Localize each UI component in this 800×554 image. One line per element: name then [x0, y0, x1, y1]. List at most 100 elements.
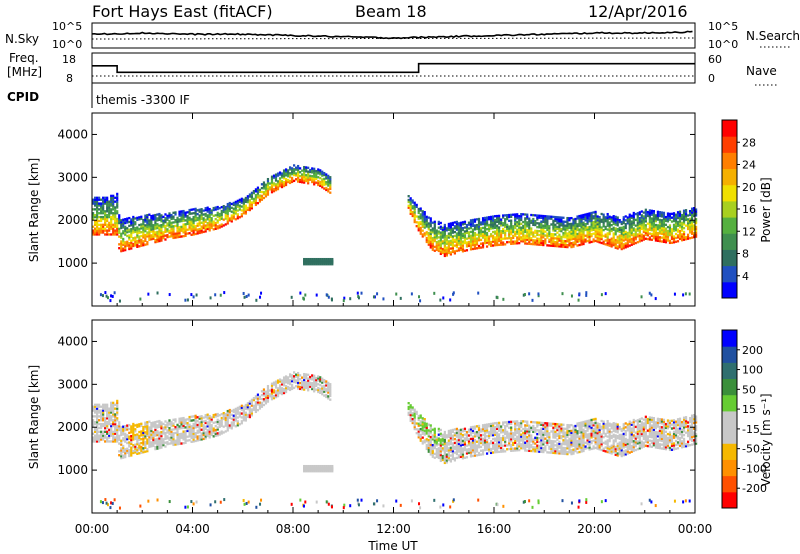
- power-cell: [526, 213, 529, 216]
- power-cell: [594, 224, 597, 227]
- power-cell: [636, 227, 639, 230]
- velocity-cell: [214, 413, 217, 416]
- velocity-cell: [270, 382, 274, 385]
- power-x-ticks: [91, 113, 696, 306]
- power-cell: [616, 239, 619, 242]
- power-cell: [108, 227, 111, 230]
- power-cell: [415, 224, 418, 228]
- power-cell: [606, 238, 609, 241]
- power-cell: [303, 175, 306, 178]
- power-cell: [660, 226, 664, 230]
- power-cell: [487, 241, 491, 244]
- power-cell: [184, 213, 187, 216]
- power-cell: [534, 243, 537, 246]
- power-cell: [518, 218, 521, 222]
- velocity-cell: [309, 375, 312, 379]
- power-cell: [465, 245, 469, 248]
- power-cell: [120, 234, 123, 237]
- velocity-cell: [278, 378, 282, 381]
- velocity-cell: [246, 405, 249, 409]
- velocity-cell: [453, 437, 456, 441]
- power-cell: [487, 216, 491, 219]
- power-cell: [453, 234, 456, 238]
- velocity-cell: [198, 436, 201, 440]
- power-cell: [154, 240, 157, 244]
- power-cell: [662, 232, 666, 236]
- velocity-cell: [116, 407, 119, 410]
- velocity-cell: [180, 436, 183, 439]
- power-cell: [546, 215, 549, 218]
- velocity-cell: [122, 425, 125, 428]
- power-cell: [136, 226, 139, 229]
- power-cell: [202, 224, 205, 228]
- power-cell: [112, 225, 115, 228]
- power-cell: [695, 231, 698, 234]
- velocity-cell: [242, 411, 245, 414]
- power-cell: [650, 213, 653, 216]
- power-cell: [520, 216, 523, 220]
- power-cell: [168, 214, 171, 217]
- velocity-cell: [498, 439, 501, 442]
- velocity-cell: [439, 442, 442, 445]
- velocity-cell: [441, 439, 444, 442]
- velocity-cell: [210, 416, 213, 419]
- power-cell: [419, 213, 422, 216]
- velocity-cell: [262, 394, 266, 397]
- velocity-cell: [148, 420, 151, 423]
- power-cell: [319, 169, 322, 172]
- velocity-cell: [164, 424, 167, 427]
- velocity-cell: [196, 439, 199, 442]
- power-cell: [678, 233, 682, 237]
- velocity-cell: [295, 385, 298, 388]
- power-cell: [548, 217, 551, 220]
- power-cell: [536, 225, 539, 229]
- velocity-cell: [437, 429, 440, 433]
- velocity-cell: [130, 446, 133, 449]
- power-cell: [226, 220, 229, 223]
- velocity-cell: [413, 420, 416, 423]
- power-cell: [662, 240, 666, 244]
- velocity-cell: [92, 421, 95, 424]
- power-cell: [278, 177, 282, 180]
- power-cell: [244, 198, 247, 202]
- velocity-cell: [162, 430, 165, 433]
- power-cell: [692, 228, 696, 231]
- power-cell: [686, 214, 690, 217]
- power-cell: [562, 220, 565, 223]
- velocity-cell: [272, 395, 276, 398]
- velocity-cell: [467, 434, 471, 437]
- power-cell: [449, 253, 452, 256]
- velocity-cell: [502, 431, 505, 434]
- velocity-cell: [270, 392, 274, 395]
- power-cell: [586, 234, 589, 237]
- power-cell: [477, 233, 481, 236]
- velocity-cell: [290, 380, 294, 383]
- velocity-cell: [138, 434, 141, 438]
- velocity-cell: [110, 424, 113, 428]
- power-cell: [682, 213, 686, 216]
- power-cell: [226, 202, 229, 206]
- velocity-cell: [104, 424, 107, 428]
- power-cell: [578, 230, 581, 233]
- power-cell: [485, 218, 489, 221]
- power-cell: [140, 242, 143, 245]
- velocity-cell: [172, 432, 175, 435]
- power-cell: [128, 228, 131, 231]
- velocity-cell: [455, 452, 459, 456]
- power-cell: [682, 211, 686, 214]
- power-cell: [498, 214, 501, 218]
- power-cell: [526, 217, 529, 220]
- velocity-cell: [154, 426, 157, 430]
- velocity-cell: [242, 405, 245, 408]
- power-cell: [202, 213, 205, 216]
- power-cell: [166, 233, 169, 237]
- velocity-cell: [433, 441, 436, 444]
- power-cell: [136, 234, 139, 237]
- power-cell: [475, 247, 479, 250]
- velocity-cell: [96, 419, 99, 422]
- velocity-cell: [156, 439, 159, 443]
- power-cell: [642, 223, 645, 226]
- velocity-cell: [162, 428, 165, 431]
- power-cell: [636, 219, 639, 223]
- velocity-cell: [190, 427, 193, 430]
